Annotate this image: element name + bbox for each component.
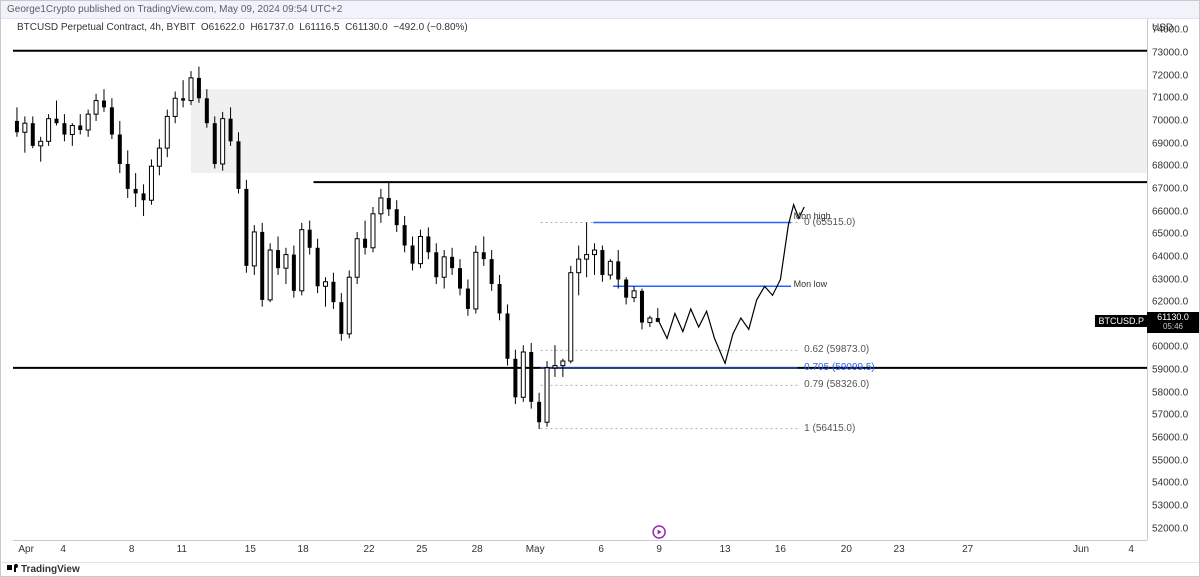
symbol-badge: BTCUSD.P <box>1095 315 1147 327</box>
annotation-label: Mon low <box>794 279 828 289</box>
chart-root: George1Crypto published on TradingView.c… <box>0 0 1200 577</box>
x-tick: 6 <box>598 544 604 555</box>
y-tick: 64000.0 <box>1152 251 1188 262</box>
x-tick: 8 <box>129 544 135 555</box>
x-tick: 25 <box>416 544 427 555</box>
y-tick: 72000.0 <box>1152 70 1188 81</box>
exchange: BYBIT <box>167 22 196 33</box>
y-tick: 74000.0 <box>1152 25 1188 36</box>
ohlc-open: 61622.0 <box>209 22 245 33</box>
ohlc-legend: BTCUSD Perpetual Contract, 4h, BYBIT O61… <box>17 22 468 33</box>
x-tick: May <box>526 544 545 555</box>
time-axis[interactable]: Apr 4 8 11 15 18 22 25 28 May 6 9 13 16 20 23 27 Jun 4 <box>13 540 1147 562</box>
plot-area[interactable]: BTCUSD Perpetual Contract, 4h, BYBIT O61… <box>13 19 1147 540</box>
publish-bar: George1Crypto published on TradingView.c… <box>1 1 1199 19</box>
x-tick: Apr <box>18 544 34 555</box>
y-tick: 73000.0 <box>1152 47 1188 58</box>
y-tick: 67000.0 <box>1152 183 1188 194</box>
y-tick: 53000.0 <box>1152 501 1188 512</box>
x-tick: Jun <box>1073 544 1089 555</box>
y-tick: 52000.0 <box>1152 523 1188 534</box>
y-tick: 62000.0 <box>1152 297 1188 308</box>
x-tick: 11 <box>177 544 187 555</box>
symbol-name: BTCUSD Perpetual Contract <box>17 22 144 33</box>
x-tick: 9 <box>656 544 662 555</box>
chart-svg <box>13 19 1147 540</box>
chart-area: BTCUSD Perpetual Contract, 4h, BYBIT O61… <box>1 19 1199 562</box>
y-tick: 55000.0 <box>1152 455 1188 466</box>
y-tick: 71000.0 <box>1152 93 1188 104</box>
y-tick: 56000.0 <box>1152 433 1188 444</box>
x-tick: 15 <box>245 544 256 555</box>
x-tick: 20 <box>841 544 852 555</box>
annotation-label: Mon high <box>794 211 831 221</box>
footer-bar: TradingView <box>1 562 1199 576</box>
x-tick: 22 <box>363 544 374 555</box>
y-tick: 54000.0 <box>1152 478 1188 489</box>
price-axis[interactable]: USD 74000.073000.072000.071000.070000.06… <box>1147 19 1199 540</box>
fib-label: 0.79 (58326.0) <box>804 379 869 390</box>
timeframe: 4h <box>150 22 161 33</box>
y-tick: 68000.0 <box>1152 161 1188 172</box>
x-tick: 13 <box>719 544 730 555</box>
y-tick: 63000.0 <box>1152 274 1188 285</box>
y-tick: 70000.0 <box>1152 115 1188 126</box>
x-tick: 4 <box>1128 544 1134 555</box>
x-tick: 16 <box>775 544 786 555</box>
y-tick: 69000.0 <box>1152 138 1188 149</box>
y-tick: 57000.0 <box>1152 410 1188 421</box>
ohlc-high: 61737.0 <box>258 22 294 33</box>
y-tick: 66000.0 <box>1152 206 1188 217</box>
x-tick: 23 <box>894 544 905 555</box>
tv-logo-icon <box>7 563 19 576</box>
tv-logo-text: TradingView <box>21 564 80 575</box>
fib-label: 1 (56415.0) <box>804 423 855 434</box>
ohlc-low: 61116.5 <box>305 22 340 33</box>
price-badge: 61130.005:46 <box>1147 312 1199 333</box>
y-tick: 60000.0 <box>1152 342 1188 353</box>
x-tick: 27 <box>962 544 973 555</box>
y-tick: 58000.0 <box>1152 387 1188 398</box>
x-tick: 4 <box>60 544 66 555</box>
fib-label: 0.705 (59099.5) <box>804 362 875 373</box>
x-tick: 18 <box>298 544 309 555</box>
publish-text: George1Crypto published on TradingView.c… <box>7 4 342 15</box>
fib-label: 0.62 (59873.0) <box>804 344 869 355</box>
x-tick: 28 <box>472 544 483 555</box>
y-tick: 59000.0 <box>1152 365 1188 376</box>
ohlc-change: −492.0 (−0.80%) <box>393 22 468 33</box>
ohlc-close: 61130.0 <box>352 22 387 33</box>
y-tick: 65000.0 <box>1152 229 1188 240</box>
